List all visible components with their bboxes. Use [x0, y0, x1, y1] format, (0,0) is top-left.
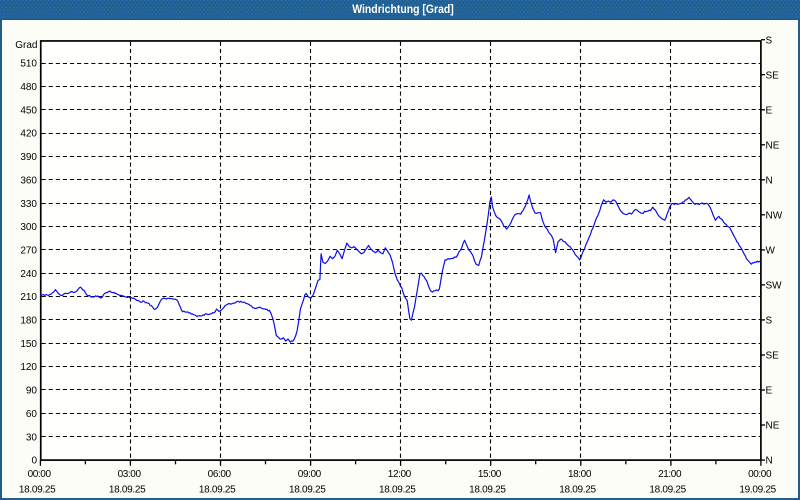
svg-text:390: 390	[20, 152, 37, 163]
svg-text:180: 180	[20, 316, 37, 327]
svg-text:00:00: 00:00	[748, 469, 772, 480]
svg-text:510: 510	[20, 59, 37, 70]
svg-text:N: N	[766, 456, 773, 467]
svg-text:W: W	[766, 246, 776, 257]
svg-text:SW: SW	[766, 281, 783, 292]
svg-text:S: S	[766, 316, 773, 327]
svg-text:330: 330	[20, 199, 37, 210]
svg-text:NW: NW	[766, 210, 783, 221]
svg-text:18.09.25: 18.09.25	[379, 484, 416, 495]
svg-text:12:00: 12:00	[388, 469, 412, 480]
svg-text:SE: SE	[766, 351, 780, 362]
svg-text:0: 0	[31, 456, 37, 467]
svg-text:120: 120	[20, 362, 37, 373]
svg-text:18.09.25: 18.09.25	[649, 484, 686, 495]
svg-text:S: S	[766, 35, 773, 46]
svg-text:480: 480	[20, 82, 37, 93]
svg-text:NE: NE	[766, 421, 780, 432]
svg-text:00:00: 00:00	[28, 469, 52, 480]
svg-text:18.09.25: 18.09.25	[109, 484, 146, 495]
svg-text:Grad: Grad	[15, 40, 37, 51]
svg-text:15:00: 15:00	[478, 469, 502, 480]
svg-text:18.09.25: 18.09.25	[559, 484, 596, 495]
svg-text:240: 240	[20, 269, 37, 280]
svg-text:60: 60	[26, 409, 38, 420]
svg-text:18:00: 18:00	[568, 469, 592, 480]
svg-text:300: 300	[20, 222, 37, 233]
svg-text:19.09.25: 19.09.25	[739, 484, 776, 495]
svg-text:30: 30	[26, 432, 38, 443]
svg-text:Windrichtung [Grad]: Windrichtung [Grad]	[352, 3, 454, 16]
svg-text:09:00: 09:00	[298, 469, 322, 480]
svg-text:SE: SE	[766, 70, 780, 81]
svg-text:N: N	[766, 175, 773, 186]
svg-text:360: 360	[20, 175, 37, 186]
svg-text:06:00: 06:00	[208, 469, 232, 480]
svg-text:420: 420	[20, 129, 37, 140]
svg-text:450: 450	[20, 105, 37, 116]
svg-text:210: 210	[20, 292, 37, 303]
svg-text:NE: NE	[766, 140, 780, 151]
svg-text:270: 270	[20, 246, 37, 257]
svg-text:90: 90	[26, 386, 38, 397]
svg-text:E: E	[766, 105, 773, 116]
svg-text:18.09.25: 18.09.25	[199, 484, 236, 495]
svg-text:03:00: 03:00	[118, 469, 142, 480]
svg-text:150: 150	[20, 339, 37, 350]
svg-text:18.09.25: 18.09.25	[469, 484, 506, 495]
svg-text:18.09.25: 18.09.25	[19, 484, 56, 495]
svg-text:18.09.25: 18.09.25	[289, 484, 326, 495]
svg-text:E: E	[766, 386, 773, 397]
svg-text:21:00: 21:00	[658, 469, 682, 480]
